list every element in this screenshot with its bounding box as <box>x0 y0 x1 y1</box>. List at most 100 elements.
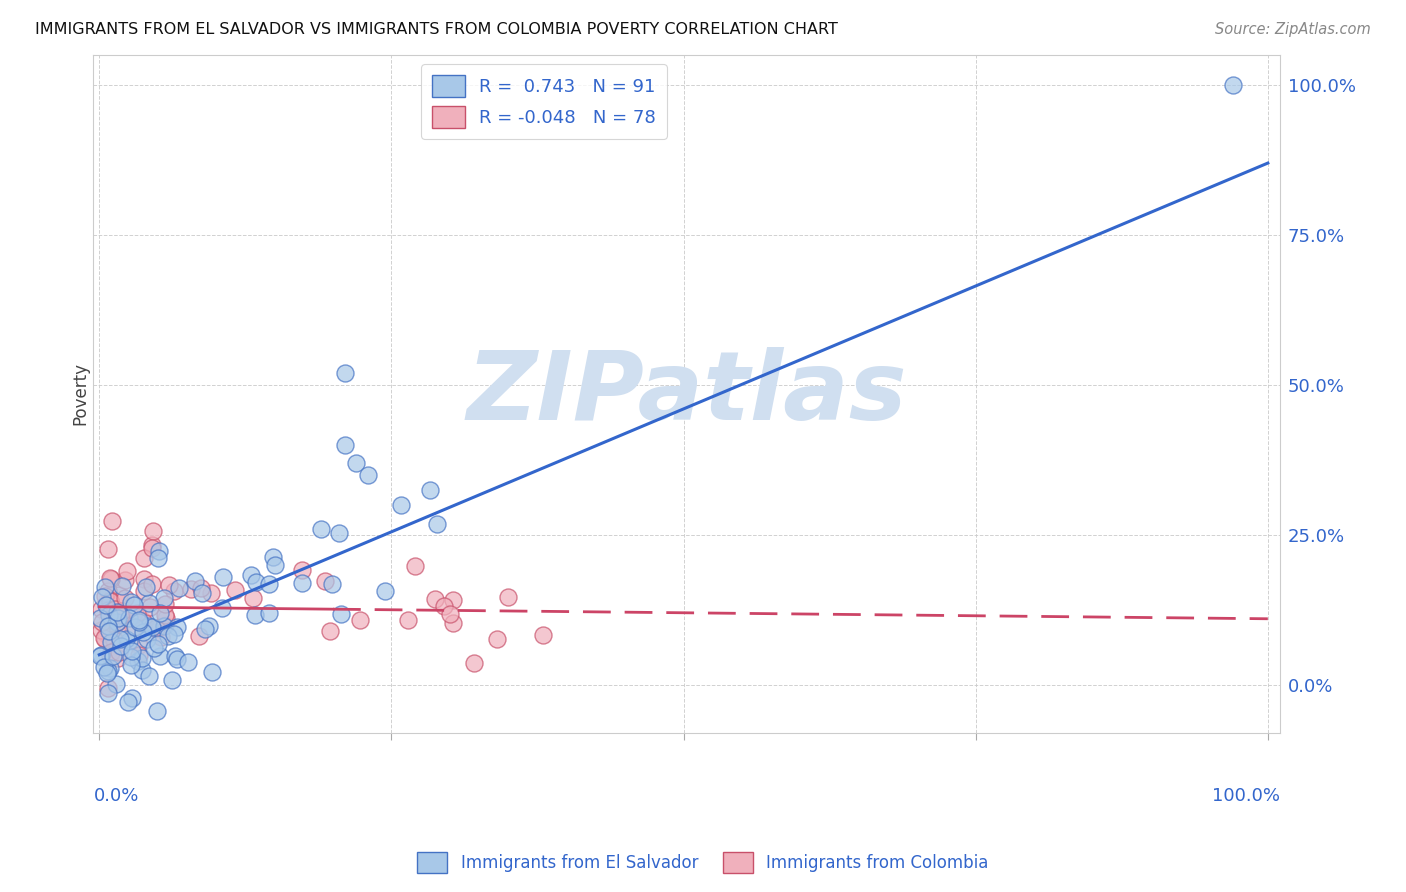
Point <box>166 652 188 666</box>
Point <box>201 665 224 679</box>
Point <box>89 611 111 625</box>
Point <box>153 618 176 632</box>
Point <box>423 592 446 607</box>
Point <box>141 541 163 555</box>
Point <box>498 590 520 604</box>
Point <box>107 588 129 602</box>
Point <box>153 608 176 623</box>
Point <box>441 593 464 607</box>
Point <box>96 666 118 681</box>
Point <box>100 572 122 586</box>
Point <box>153 597 176 611</box>
Point <box>93 660 115 674</box>
Point <box>439 607 461 622</box>
Point <box>485 632 508 647</box>
Point <box>105 615 128 629</box>
Point <box>100 635 122 649</box>
Point <box>100 617 122 632</box>
Point <box>107 611 129 625</box>
Point <box>180 582 202 596</box>
Point <box>188 630 211 644</box>
Point <box>132 572 155 586</box>
Point <box>240 568 263 582</box>
Point <box>97 541 120 556</box>
Point <box>156 629 179 643</box>
Point <box>167 581 190 595</box>
Point <box>162 673 184 688</box>
Point <box>103 632 125 646</box>
Point <box>463 656 485 670</box>
Point <box>93 632 115 646</box>
Point <box>111 604 134 618</box>
Point <box>148 544 170 558</box>
Point <box>149 648 172 663</box>
Point <box>314 574 336 589</box>
Point <box>344 456 367 470</box>
Point <box>127 606 149 620</box>
Point <box>122 608 145 623</box>
Point <box>138 668 160 682</box>
Point <box>104 602 127 616</box>
Point <box>212 569 235 583</box>
Point <box>132 550 155 565</box>
Point <box>149 620 172 634</box>
Point <box>118 611 141 625</box>
Point <box>93 580 115 594</box>
Point <box>121 644 143 658</box>
Point <box>89 648 111 663</box>
Text: ZIPatlas: ZIPatlas <box>467 347 907 441</box>
Point <box>141 576 163 591</box>
Point <box>108 624 131 638</box>
Point <box>103 633 125 648</box>
Point <box>262 549 284 564</box>
Point <box>257 606 280 620</box>
Point <box>90 648 112 663</box>
Point <box>97 603 120 617</box>
Point <box>98 624 121 638</box>
Point <box>97 681 120 696</box>
Point <box>120 595 142 609</box>
Point <box>97 583 120 598</box>
Point <box>135 581 157 595</box>
Point <box>426 516 449 531</box>
Point <box>97 607 120 622</box>
Point <box>100 645 122 659</box>
Legend: Immigrants from El Salvador, Immigrants from Colombia: Immigrants from El Salvador, Immigrants … <box>411 846 995 880</box>
Point <box>110 639 132 653</box>
Text: 100.0%: 100.0% <box>1212 787 1279 805</box>
Point <box>146 637 169 651</box>
Point <box>105 605 128 619</box>
Point <box>94 632 117 647</box>
Point <box>141 620 163 634</box>
Point <box>94 598 117 612</box>
Point <box>176 655 198 669</box>
Point <box>396 613 419 627</box>
Point <box>155 611 177 625</box>
Point <box>150 630 173 644</box>
Point <box>97 619 120 633</box>
Point <box>98 594 121 608</box>
Point <box>90 623 112 637</box>
Point <box>138 596 160 610</box>
Point <box>163 627 186 641</box>
Point <box>136 632 159 646</box>
Point <box>333 366 356 380</box>
Point <box>132 625 155 640</box>
Point <box>419 483 441 497</box>
Point <box>104 676 127 690</box>
Point <box>91 615 114 630</box>
Legend: R =  0.743   N = 91, R = -0.048   N = 78: R = 0.743 N = 91, R = -0.048 N = 78 <box>422 64 666 139</box>
Point <box>103 648 125 663</box>
Point <box>128 615 150 629</box>
Point <box>111 579 134 593</box>
Point <box>149 606 172 620</box>
Point <box>131 651 153 665</box>
Point <box>122 620 145 634</box>
Point <box>138 619 160 633</box>
Point <box>1222 78 1244 92</box>
Y-axis label: Poverty: Poverty <box>72 362 89 425</box>
Point <box>132 614 155 628</box>
Point <box>142 640 165 655</box>
Point <box>531 627 554 641</box>
Point <box>333 438 356 452</box>
